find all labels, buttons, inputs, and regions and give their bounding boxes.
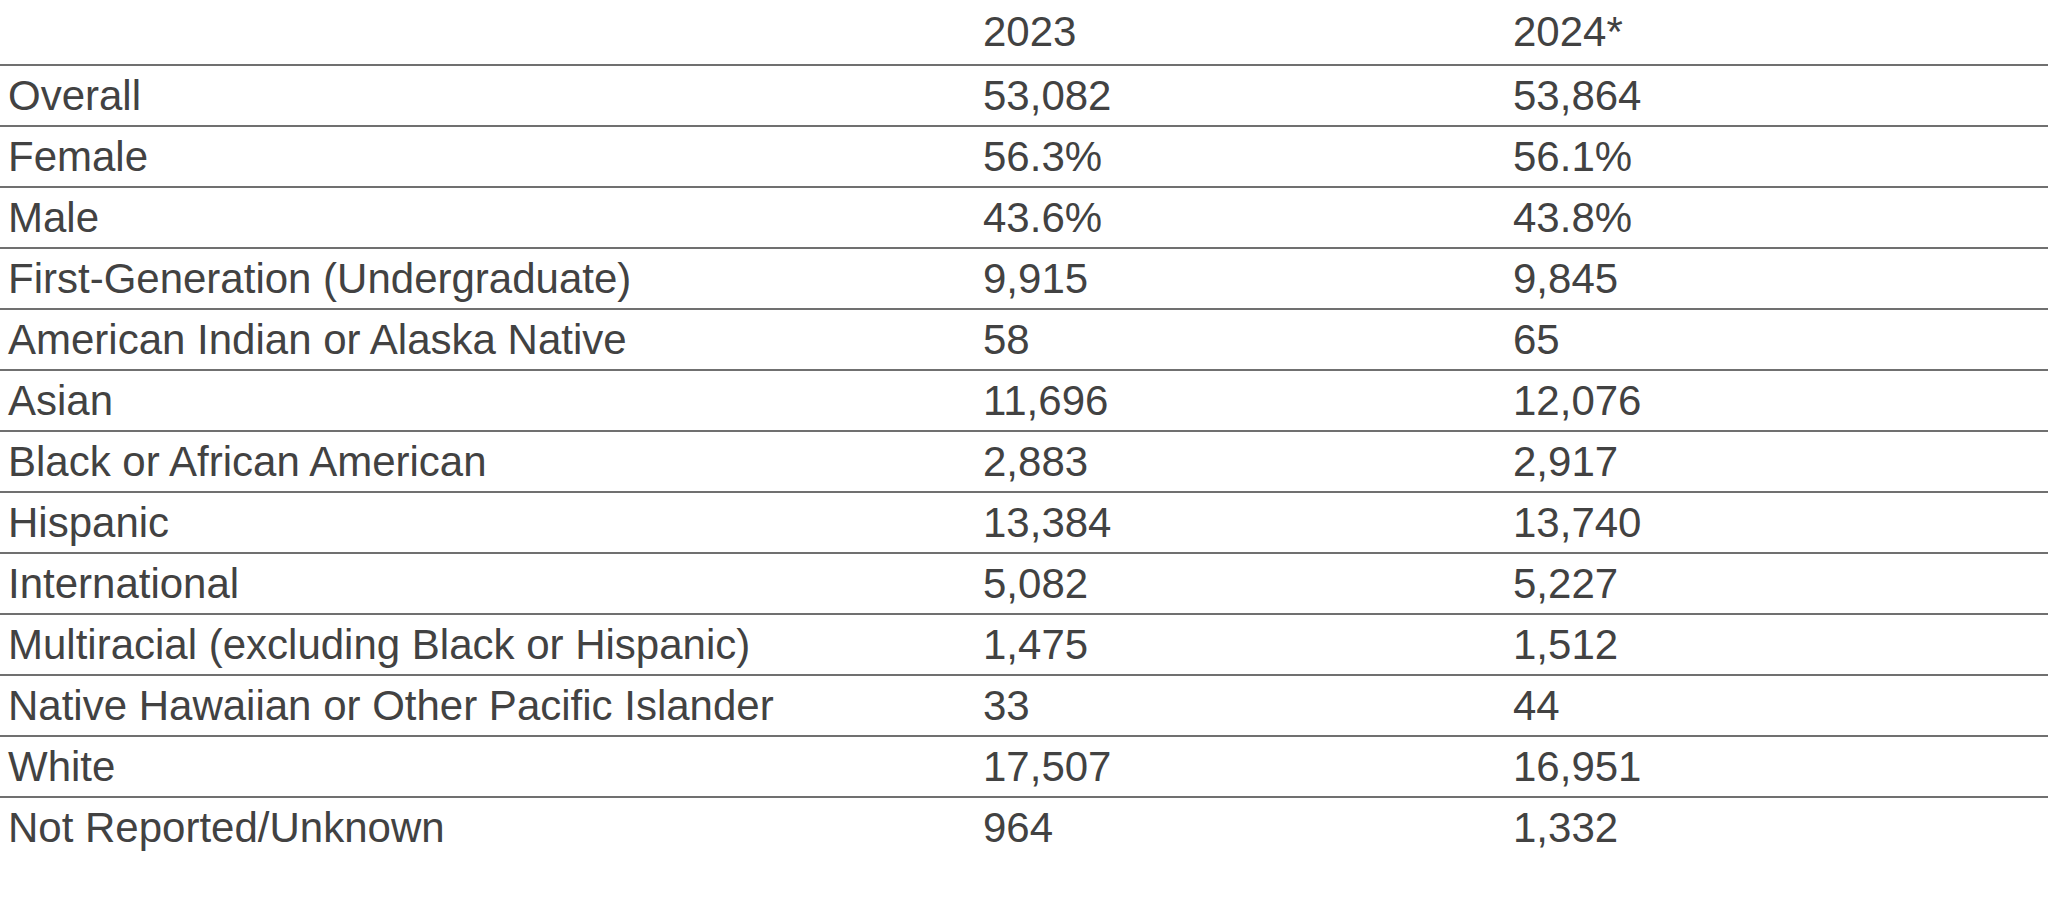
row-label: Multiracial (excluding Black or Hispanic… [0, 614, 975, 675]
table-row: Native Hawaiian or Other Pacific Islande… [0, 675, 2048, 736]
value-2023: 43.6% [975, 187, 1505, 248]
table-row: Overall 53,082 53,864 [0, 65, 2048, 126]
value-2024: 43.8% [1505, 187, 2048, 248]
value-2024: 1,512 [1505, 614, 2048, 675]
value-2023: 1,475 [975, 614, 1505, 675]
header-year-2024: 2024* [1505, 0, 2048, 65]
table-row: Multiracial (excluding Black or Hispanic… [0, 614, 2048, 675]
row-label: White [0, 736, 975, 797]
value-2024: 44 [1505, 675, 2048, 736]
table-row: First-Generation (Undergraduate) 9,915 9… [0, 248, 2048, 309]
header-category [0, 0, 975, 65]
value-2024: 5,227 [1505, 553, 2048, 614]
value-2023: 56.3% [975, 126, 1505, 187]
table-row: Female 56.3% 56.1% [0, 126, 2048, 187]
value-2024: 65 [1505, 309, 2048, 370]
value-2024: 1,332 [1505, 797, 2048, 858]
value-2024: 56.1% [1505, 126, 2048, 187]
value-2023: 11,696 [975, 370, 1505, 431]
table-row: American Indian or Alaska Native 58 65 [0, 309, 2048, 370]
row-label: Overall [0, 65, 975, 126]
table-row: Not Reported/Unknown 964 1,332 [0, 797, 2048, 858]
row-label: Asian [0, 370, 975, 431]
table-row: Male 43.6% 43.8% [0, 187, 2048, 248]
value-2023: 964 [975, 797, 1505, 858]
value-2023: 33 [975, 675, 1505, 736]
table-row: Black or African American 2,883 2,917 [0, 431, 2048, 492]
header-year-2023: 2023 [975, 0, 1505, 65]
row-label: International [0, 553, 975, 614]
table-row: Asian 11,696 12,076 [0, 370, 2048, 431]
value-2023: 17,507 [975, 736, 1505, 797]
row-label: First-Generation (Undergraduate) [0, 248, 975, 309]
enrollment-demographics-table: 2023 2024* Overall 53,082 53,864 Female … [0, 0, 2048, 858]
row-label: Male [0, 187, 975, 248]
value-2023: 53,082 [975, 65, 1505, 126]
value-2023: 13,384 [975, 492, 1505, 553]
value-2023: 2,883 [975, 431, 1505, 492]
row-label: Hispanic [0, 492, 975, 553]
row-label: Not Reported/Unknown [0, 797, 975, 858]
table-row: White 17,507 16,951 [0, 736, 2048, 797]
row-label: Black or African American [0, 431, 975, 492]
row-label: Female [0, 126, 975, 187]
table-row: Hispanic 13,384 13,740 [0, 492, 2048, 553]
value-2023: 58 [975, 309, 1505, 370]
value-2024: 9,845 [1505, 248, 2048, 309]
table-row: International 5,082 5,227 [0, 553, 2048, 614]
value-2024: 16,951 [1505, 736, 2048, 797]
value-2023: 9,915 [975, 248, 1505, 309]
value-2024: 53,864 [1505, 65, 2048, 126]
row-label: Native Hawaiian or Other Pacific Islande… [0, 675, 975, 736]
value-2024: 2,917 [1505, 431, 2048, 492]
value-2024: 12,076 [1505, 370, 2048, 431]
header-row: 2023 2024* [0, 0, 2048, 65]
value-2024: 13,740 [1505, 492, 2048, 553]
value-2023: 5,082 [975, 553, 1505, 614]
row-label: American Indian or Alaska Native [0, 309, 975, 370]
